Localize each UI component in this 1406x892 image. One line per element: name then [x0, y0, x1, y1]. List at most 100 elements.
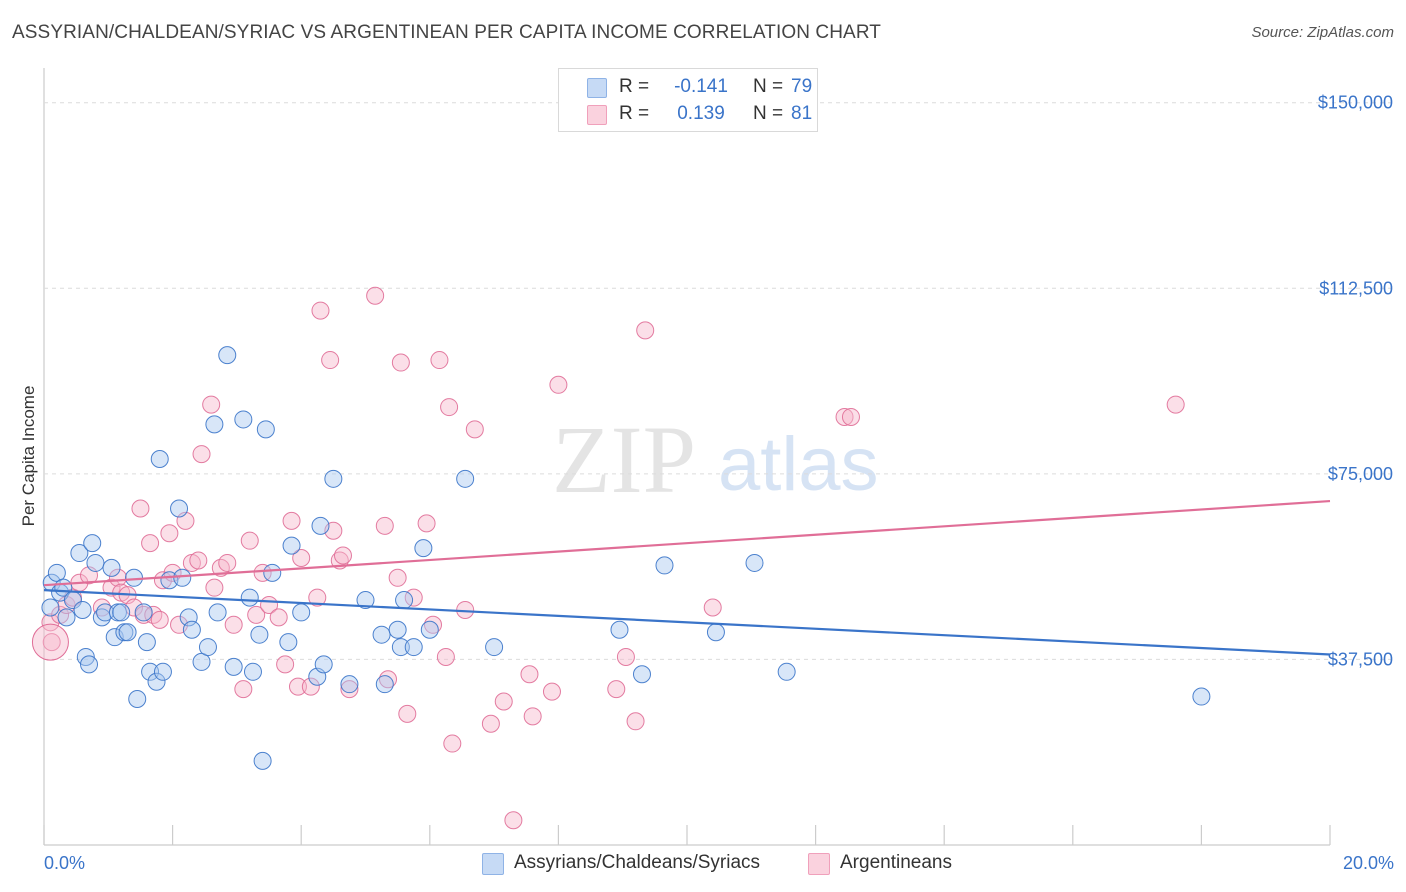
data-point	[42, 633, 61, 652]
data-point	[626, 712, 645, 731]
data-point	[1166, 395, 1185, 414]
data-point	[108, 568, 127, 587]
data-point	[279, 633, 298, 652]
data-point	[282, 511, 301, 530]
correlation-legend: R = -0.141 N = 79 R = 0.139 N = 81	[558, 68, 818, 132]
data-point	[70, 544, 89, 563]
data-point	[395, 591, 414, 610]
n-label: N =	[753, 76, 784, 97]
y-tick-label: $112,500	[1319, 278, 1393, 298]
data-point	[465, 420, 484, 439]
data-point	[256, 420, 275, 439]
data-point	[192, 445, 211, 464]
data-point	[356, 591, 375, 610]
watermark-zip: ZIP	[552, 406, 696, 513]
data-point	[276, 655, 295, 674]
data-point	[777, 662, 796, 681]
data-point	[205, 578, 224, 597]
data-point	[292, 548, 311, 567]
data-point	[311, 516, 330, 535]
data-point	[118, 623, 137, 642]
trend-lines	[43, 499, 1331, 656]
data-point	[632, 665, 651, 684]
data-point	[282, 536, 301, 555]
data-point	[73, 600, 92, 619]
data-point	[379, 670, 398, 689]
data-point	[288, 677, 307, 696]
data-point	[153, 662, 172, 681]
trend-line-assyrians	[43, 589, 1331, 656]
data-point	[247, 605, 266, 624]
n-label: N =	[753, 103, 784, 124]
data-point	[542, 682, 561, 701]
data-point	[841, 407, 860, 426]
y-tick-label: $75,000	[1328, 464, 1393, 484]
data-point	[706, 623, 725, 642]
data-point	[636, 321, 655, 340]
watermark-atlas: atlas	[718, 422, 879, 507]
grid-lines	[44, 102, 1395, 660]
data-point	[160, 524, 179, 543]
data-point	[443, 734, 462, 753]
data-point	[324, 469, 343, 488]
data-point	[314, 655, 333, 674]
data-point	[703, 598, 722, 617]
data-point	[340, 680, 359, 699]
legend-swatch-pink	[587, 105, 607, 125]
data-point	[263, 563, 282, 582]
data-point	[131, 499, 150, 518]
legend-swatch-pink	[808, 853, 830, 875]
legend-swatch-blue	[587, 78, 607, 98]
data-point	[57, 608, 76, 627]
data-point	[504, 811, 523, 830]
r-value: 0.139	[677, 103, 725, 124]
data-point	[308, 588, 327, 607]
data-point	[96, 603, 115, 622]
x-tick-label-min: 0.0%	[44, 853, 85, 873]
data-point	[424, 615, 443, 634]
x-tick-label-max: 20.0%	[1343, 853, 1394, 873]
data-point	[240, 588, 259, 607]
data-point	[253, 751, 272, 770]
data-point	[198, 638, 217, 657]
data-point	[250, 625, 269, 644]
x-axis-ticks	[43, 825, 1331, 845]
data-point	[182, 620, 201, 639]
data-point	[440, 398, 459, 417]
data-point	[112, 603, 131, 622]
data-point	[340, 675, 359, 694]
data-point	[234, 410, 253, 429]
trend-line-argentineans	[43, 499, 1331, 587]
series-assyrians	[41, 346, 1211, 770]
data-point	[102, 578, 121, 597]
data-point	[243, 662, 262, 681]
data-point	[292, 603, 311, 622]
y-tick-label: $37,500	[1328, 649, 1393, 669]
data-point	[420, 620, 439, 639]
data-point	[153, 571, 172, 590]
data-point	[202, 395, 221, 414]
chart-title: ASSYRIAN/CHALDEAN/SYRIAC VS ARGENTINEAN …	[12, 22, 882, 43]
data-point	[607, 680, 626, 699]
r-value: -0.141	[674, 76, 728, 97]
legend-label-assyrians: Assyrians/Chaldeans/Syriacs	[514, 852, 761, 873]
data-point-cluster	[31, 623, 69, 661]
data-point	[150, 450, 169, 469]
legend-label-argentineans: Argentineans	[840, 852, 952, 873]
data-point	[173, 568, 192, 587]
data-point	[456, 469, 475, 488]
data-point	[404, 638, 423, 657]
series-argentineans	[31, 286, 1185, 830]
data-point	[485, 638, 504, 657]
data-point	[366, 286, 385, 305]
data-point	[208, 603, 227, 622]
data-point	[321, 351, 340, 370]
data-point	[86, 553, 105, 572]
data-point	[616, 647, 635, 666]
data-point	[417, 514, 436, 533]
chart-source: Source: ZipAtlas.com	[1251, 24, 1394, 41]
data-point	[170, 499, 189, 518]
data-point	[141, 662, 160, 681]
y-axis-title: Per Capita Income	[19, 386, 38, 527]
legend-swatch-blue	[482, 853, 504, 875]
